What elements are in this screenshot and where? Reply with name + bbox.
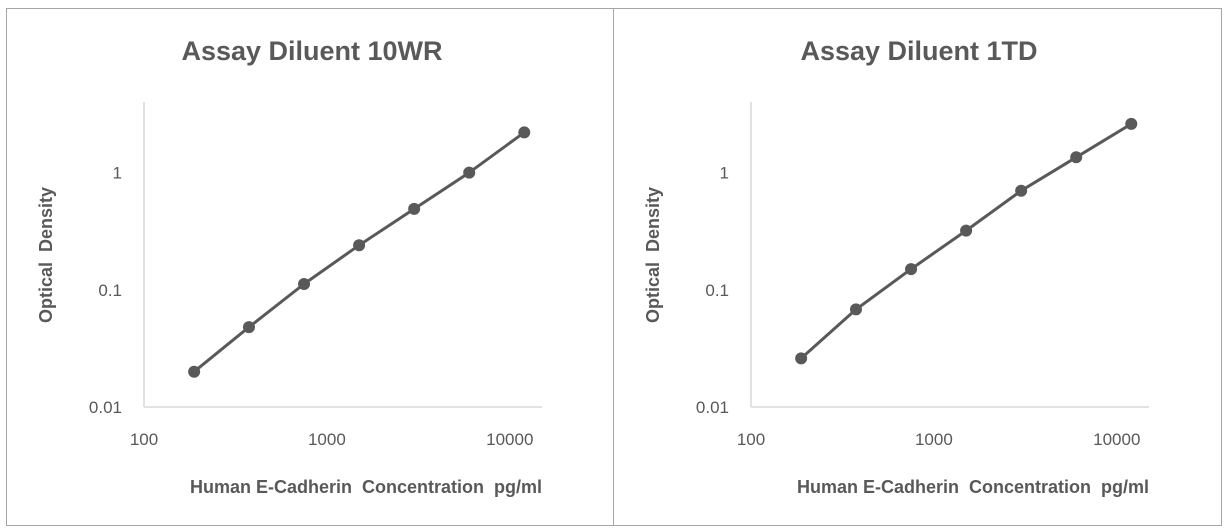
y-tick-label: 0.1 [705,281,729,300]
data-point [1125,117,1138,130]
data-point [353,239,366,252]
chart-title: Assay Diluent 1TD [800,36,1037,66]
x-tick-label: 1000 [308,430,346,449]
x-tick-label: 1000 [915,430,953,449]
x-axis-label: Human E-Cadherin Concentration pg/ml [190,477,542,497]
y-tick-label: 0.01 [696,398,729,417]
chart-frame [6,8,1222,526]
y-tick-label: 0.01 [89,398,122,417]
panel-divider [613,8,614,526]
y-tick-label: 1 [720,164,729,183]
data-point [905,263,918,276]
chart-assay-diluent-1td: Assay Diluent 1TD 0.01 0.1 1 100 1000 10000 Hum… [643,36,1149,497]
x-tick-label: 10000 [486,430,533,449]
x-tick-label: 10000 [1093,430,1140,449]
y-axis-label: Optical Density [36,187,56,323]
data-point [298,278,311,291]
data-point [795,352,808,365]
x-tick-label: 100 [130,430,158,449]
data-point [1015,184,1028,197]
y-tick-label: 0.1 [98,281,122,300]
data-point [518,126,531,139]
data-point [849,303,862,316]
data-point [242,321,255,334]
data-point [960,224,973,237]
y-axis-label: Optical Density [643,187,663,323]
chart-title: Assay Diluent 10WR [181,36,442,66]
chart-assay-diluent-10wr: Assay Diluent 10WR 0.01 0.1 1 100 1000 10000 Hu… [36,36,542,497]
y-tick-label: 1 [113,164,122,183]
data-point [188,365,201,378]
data-point [408,202,421,215]
data-point [1070,151,1083,164]
x-tick-label: 100 [737,430,765,449]
x-axis-label: Human E-Cadherin Concentration pg/ml [797,477,1149,497]
data-point [463,166,476,179]
series-line [193,131,526,373]
